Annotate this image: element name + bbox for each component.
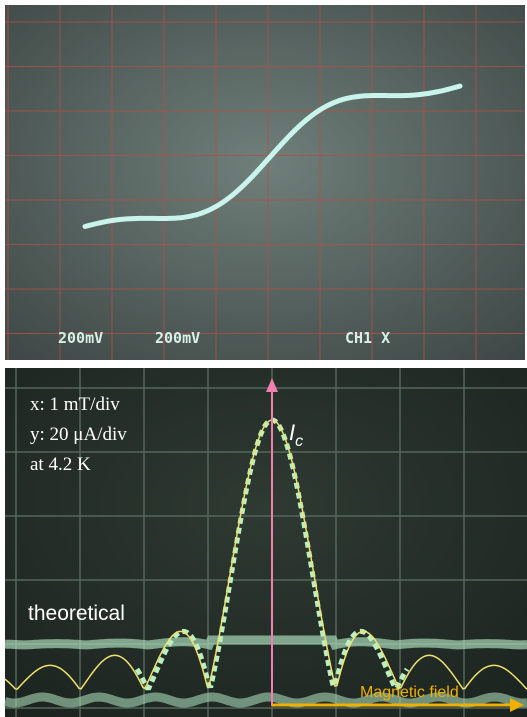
scale-label: 200mV <box>155 329 200 347</box>
screen <box>5 368 527 717</box>
channel-label: CH1 X <box>345 329 390 347</box>
scale-label: 200mV <box>58 329 103 347</box>
setting: at 4.2 K <box>30 454 91 475</box>
oscilloscope-bottom: x: 1 mT/div y: 20 μA/div at 4.2 K Ic the… <box>5 368 527 717</box>
curve-label: theoretical <box>28 602 125 625</box>
oscilloscope-top: 200mV 200mV CH1 X <box>5 5 527 360</box>
axis-label: Magnetic field <box>360 684 459 701</box>
current-subscript: c <box>295 433 303 450</box>
trace-band <box>5 640 527 645</box>
setting: x: 1 mT/div <box>30 394 120 415</box>
page: 200mV 200mV CH1 X x: 1 mT/div y: 20 μA/d… <box>0 0 527 717</box>
setting: y: 20 μA/div <box>30 424 127 445</box>
screen <box>5 5 525 360</box>
